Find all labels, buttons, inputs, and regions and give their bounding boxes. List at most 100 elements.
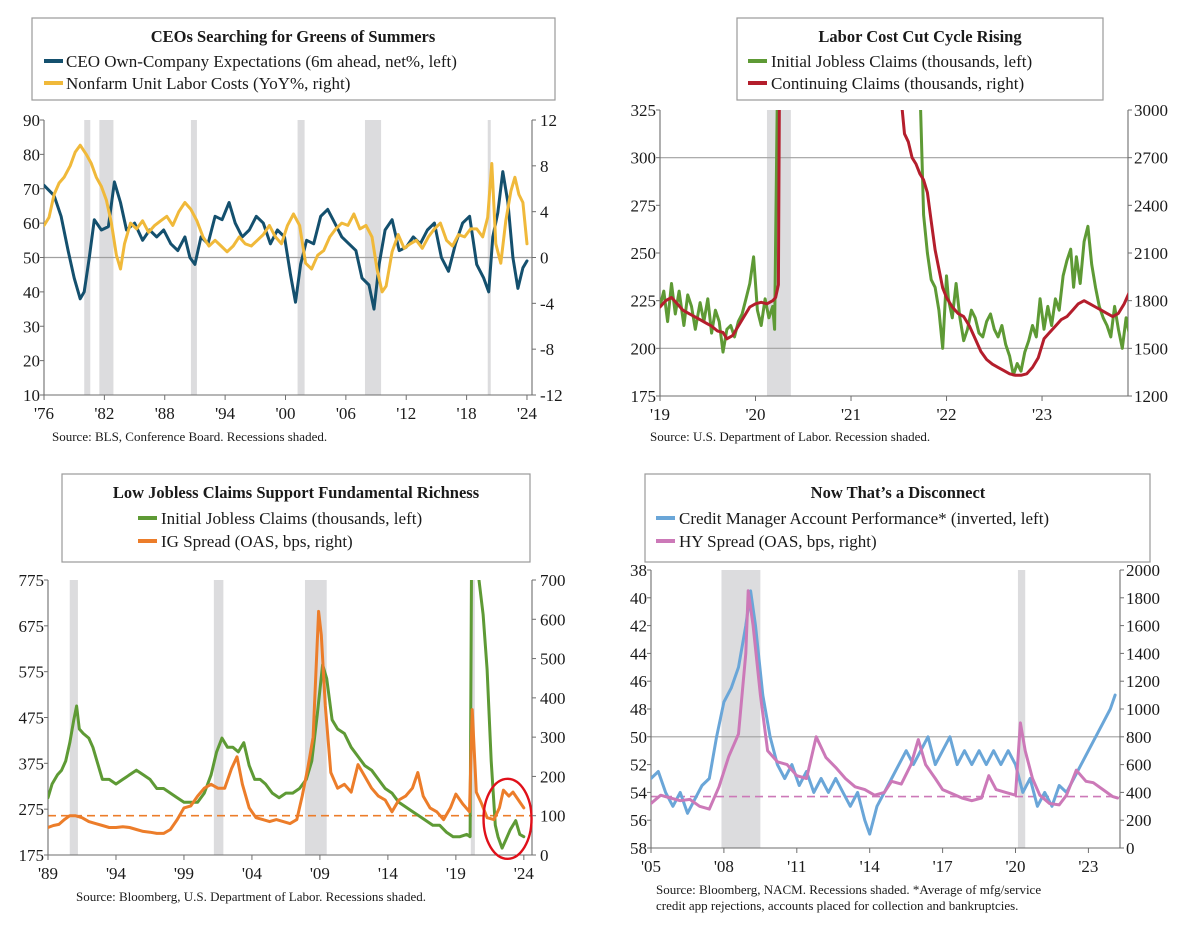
y-left-tick-label: 20 <box>23 352 40 371</box>
x-tick-label: '05 <box>641 857 661 876</box>
legend-box <box>644 473 1151 563</box>
x-tick-label: '14 <box>860 857 881 876</box>
y-left-tick-label: 48 <box>630 700 647 719</box>
x-tick-label: '20 <box>745 405 765 424</box>
recession-band <box>1017 570 1026 848</box>
legend-label-initial-claims: Initial Jobless Claims (thousands, left) <box>771 52 1032 71</box>
y-left-tick-label: 675 <box>19 617 45 636</box>
chart-credit-hy-spread: Now That’s a Disconnect Credit Manager A… <box>630 473 1160 913</box>
legend-label-ig-spread: IG Spread (OAS, bps, right) <box>161 532 353 551</box>
y-left-tick-label: 40 <box>23 283 40 302</box>
x-tick-label: '23 <box>1078 857 1098 876</box>
y-right-tick-label: 600 <box>1126 756 1152 775</box>
y-right-tick-label: 300 <box>540 728 566 747</box>
chart-ceo-labor-costs: CEOs Searching for Greens of Summers CEO… <box>23 17 563 444</box>
y-left-tick-label: 44 <box>630 644 648 663</box>
y-left-tick-label: 300 <box>631 149 657 168</box>
y-right-tick-label: 2100 <box>1134 244 1168 263</box>
series-line <box>651 589 1117 836</box>
y-left-tick-label: 46 <box>630 672 647 691</box>
y-right-tick-label: 1000 <box>1126 700 1160 719</box>
y-left-tick-label: 90 <box>23 111 40 130</box>
y-right-tick-label: -8 <box>540 340 554 359</box>
plot-area: 175 200 225 250 275 300 325 1200 1500 1800 2100 240… <box>631 101 1169 424</box>
y-left-tick-label: 375 <box>19 754 45 773</box>
plot-area: 10 20 30 40 50 60 70 80 90 -12 -8 -4 0 4 8 12 '76 '82 '88 '… <box>23 111 563 423</box>
y-left-tick-label: 275 <box>631 196 657 215</box>
x-tick-label: '76 <box>34 404 54 423</box>
y-right-tick-label: 500 <box>540 650 566 669</box>
series-line <box>48 609 526 835</box>
y-left-tick-label: 175 <box>631 387 657 406</box>
source-note: Source: Bloomberg, U.S. Department of La… <box>76 889 426 904</box>
y-right-tick-label: 0 <box>540 249 549 268</box>
x-tick-label: '22 <box>936 405 956 424</box>
x-tick-label: '19 <box>446 864 466 883</box>
source-note-line-2: credit app rejections, accounts placed f… <box>656 898 1018 913</box>
y-right-tick-label: 3000 <box>1134 101 1168 120</box>
y-right-tick-label: 1800 <box>1126 589 1160 608</box>
y-left-tick-label: 80 <box>23 145 40 164</box>
y-left-tick-label: 475 <box>19 709 45 728</box>
series-line <box>477 580 526 850</box>
x-tick-label: '94 <box>215 404 236 423</box>
x-tick-label: '94 <box>106 864 127 883</box>
y-right-tick-label: 200 <box>1126 811 1152 830</box>
x-tick-label: '82 <box>94 404 114 423</box>
x-tick-label: '99 <box>174 864 194 883</box>
y-right-tick-label: 12 <box>540 111 557 130</box>
series-line <box>44 143 529 294</box>
y-left-tick-label: 52 <box>630 756 647 775</box>
y-left-tick-label: 200 <box>631 339 657 358</box>
x-tick-label: '06 <box>336 404 356 423</box>
legend-label-ulc: Nonfarm Unit Labor Costs (YoY%, right) <box>66 74 350 93</box>
source-note: Source: Bloomberg, NACM. Recessions shad… <box>656 882 1041 897</box>
y-right-tick-label: 400 <box>540 689 566 708</box>
y-left-tick-label: 40 <box>630 589 647 608</box>
legend-label-hy-spread: HY Spread (OAS, bps, right) <box>679 532 877 551</box>
x-tick-label: '21 <box>841 405 861 424</box>
x-tick-label: '89 <box>38 864 58 883</box>
chart-title: Labor Cost Cut Cycle Rising <box>818 27 1022 46</box>
source-note: Source: U.S. Department of Labor. Recess… <box>650 429 930 444</box>
legend-label-initial-claims: Initial Jobless Claims (thousands, left) <box>161 509 422 528</box>
x-tick-label: '19 <box>650 405 670 424</box>
x-tick-label: '18 <box>457 404 477 423</box>
y-right-tick-label: 1400 <box>1126 644 1160 663</box>
y-right-tick-label: 100 <box>540 807 566 826</box>
y-left-tick-label: 225 <box>631 292 657 311</box>
y-left-tick-label: 60 <box>23 214 40 233</box>
y-right-tick-label: 600 <box>540 610 566 629</box>
x-tick-label: '24 <box>514 864 535 883</box>
chart-title: Now That’s a Disconnect <box>811 483 986 502</box>
x-tick-label: '23 <box>1032 405 1052 424</box>
plot-area: 38 40 42 44 46 48 50 52 54 56 58 0 200 400 600 800 1000 1… <box>630 561 1160 876</box>
recession-band <box>213 580 224 855</box>
y-left-tick-label: 56 <box>630 811 647 830</box>
y-left-tick-label: 50 <box>23 249 40 268</box>
x-tick-label: '00 <box>275 404 295 423</box>
series-line <box>48 580 473 839</box>
x-tick-label: '17 <box>933 857 954 876</box>
y-right-tick-label: 2000 <box>1126 561 1160 580</box>
chart-claims-ig-spread: Low Jobless Claims Support Fundamental R… <box>19 473 566 904</box>
y-right-tick-label: 4 <box>540 203 549 222</box>
plot-area: 175 275 375 475 575 675 775 0 100 200 300 400 500 600… <box>19 571 566 883</box>
y-right-tick-label: -12 <box>540 386 563 405</box>
y-right-tick-label: 2700 <box>1134 149 1168 168</box>
y-right-tick-label: 1800 <box>1134 292 1168 311</box>
y-left-tick-label: 50 <box>630 728 647 747</box>
legend-label-ceo: CEO Own-Company Expectations (6m ahead, … <box>66 52 457 71</box>
x-tick-label: '14 <box>378 864 399 883</box>
x-tick-label: '09 <box>310 864 330 883</box>
series-line <box>660 110 779 354</box>
y-right-tick-label: 700 <box>540 571 566 590</box>
y-left-tick-label: 275 <box>19 800 45 819</box>
y-left-tick-label: 775 <box>19 571 45 590</box>
y-right-tick-label: 1500 <box>1134 339 1168 358</box>
y-left-tick-label: 175 <box>19 846 45 865</box>
source-note: Source: BLS, Conference Board. Recession… <box>52 429 327 444</box>
y-right-tick-label: 0 <box>1126 839 1135 858</box>
legend-label-continuing-claims: Continuing Claims (thousands, right) <box>771 74 1024 93</box>
